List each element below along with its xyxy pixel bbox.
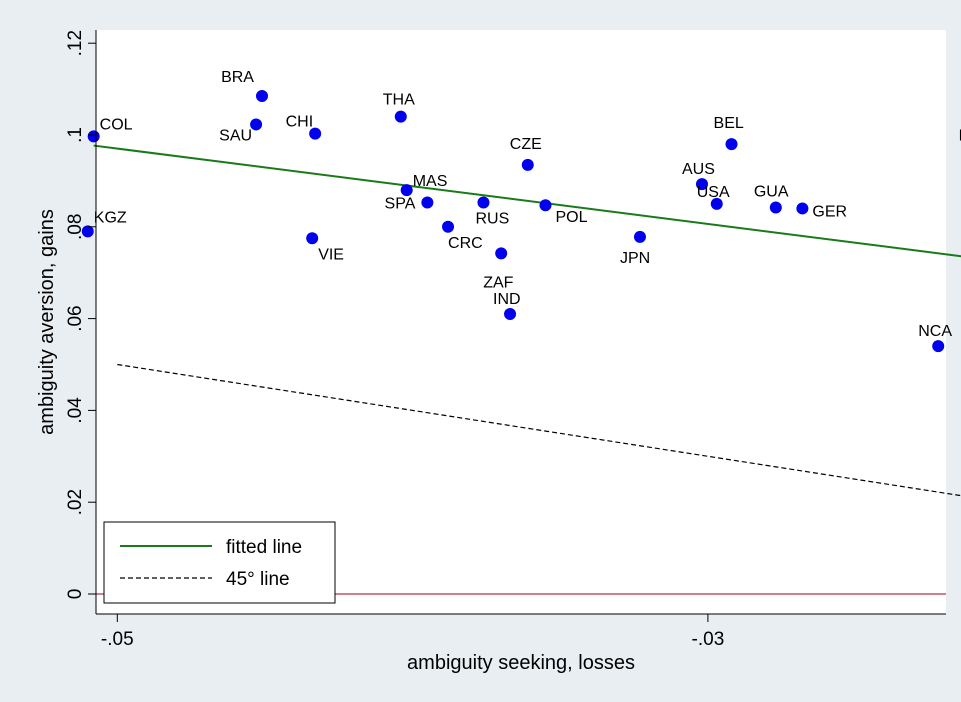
x-tick-label: -.05 [101,629,134,650]
point-label-zaf: ZAF [483,274,513,291]
point-jpn [633,230,646,243]
point-kgz [81,225,94,238]
x-axis-title: ambiguity seeking, losses [407,652,635,674]
point-label-col: COL [100,116,133,133]
point-aus [695,178,708,191]
x-tick-label: -.03 [692,629,725,650]
point-label-spa: SPA [385,195,416,212]
point-label-ger: GER [812,203,847,220]
point-spa [421,196,434,209]
y-axis-title: ambiguity aversion, gains [36,209,58,435]
point-label-vie: VIE [318,246,344,263]
point-chi [309,127,322,140]
point-nca [932,340,945,353]
y-tick-label: .06 [65,305,86,331]
point-label-crc: CRC [448,235,483,252]
point-label-cze: CZE [510,136,542,153]
point-sau [250,118,263,131]
point-rus [477,196,490,209]
point-label-rus: RUS [475,210,509,227]
x-axis-ticks: -.05-.03-.01 [101,614,725,650]
point-label-usa: USA [697,184,730,201]
point-usa [710,197,723,210]
point-ind [504,308,517,321]
data-points [81,89,945,353]
point-label-tha: THA [383,92,415,109]
line-45 [117,363,961,497]
point-pol [539,199,552,212]
point-label-bel: BEL [714,115,744,132]
point-label-gua: GUA [754,184,789,201]
fitted-line-group [93,144,961,258]
y-tick-label: .1 [65,127,86,143]
point-crc [442,220,455,233]
point-gua [769,201,782,214]
point-label-nca: NCA [918,323,952,340]
legend-45-line-label: 45° line [226,569,290,590]
point-vie [306,232,319,245]
legend-box [103,521,336,604]
point-label-jpn: JPN [620,250,650,267]
y-tick-label: .04 [65,397,86,424]
point-bra [255,89,268,102]
point-label-sau: SAU [219,127,252,144]
point-label-pol: POL [555,209,587,226]
point-mas [400,184,413,197]
y-tick-label: .02 [65,489,86,515]
point-cze [521,158,534,171]
y-tick-label: 0 [65,589,86,600]
point-bel [725,138,738,151]
fitted-line [93,144,961,258]
point-label-chi: CHI [286,114,314,131]
point-label-eth: ETH [959,128,961,145]
legend: fitted line 45° line [103,521,336,604]
point-label-kgz: KGZ [94,209,127,226]
point-col [87,130,100,143]
point-label-aus: AUS [682,161,715,178]
y-tick-label: .12 [65,30,86,56]
legend-fitted-line-label: fitted line [226,537,302,558]
point-tha [394,110,407,123]
plot-area [96,30,946,614]
point-label-mas: MAS [413,173,448,190]
point-label-bra: BRA [221,69,254,86]
y-axis-ticks: 0 .02 .04 .06 .08 .1 .12 [65,30,96,599]
y-tick-label: .08 [65,214,86,240]
point-zaf [495,247,508,260]
point-ger [796,202,809,215]
point-label-ind: IND [493,291,521,308]
line-45-group [117,363,961,497]
